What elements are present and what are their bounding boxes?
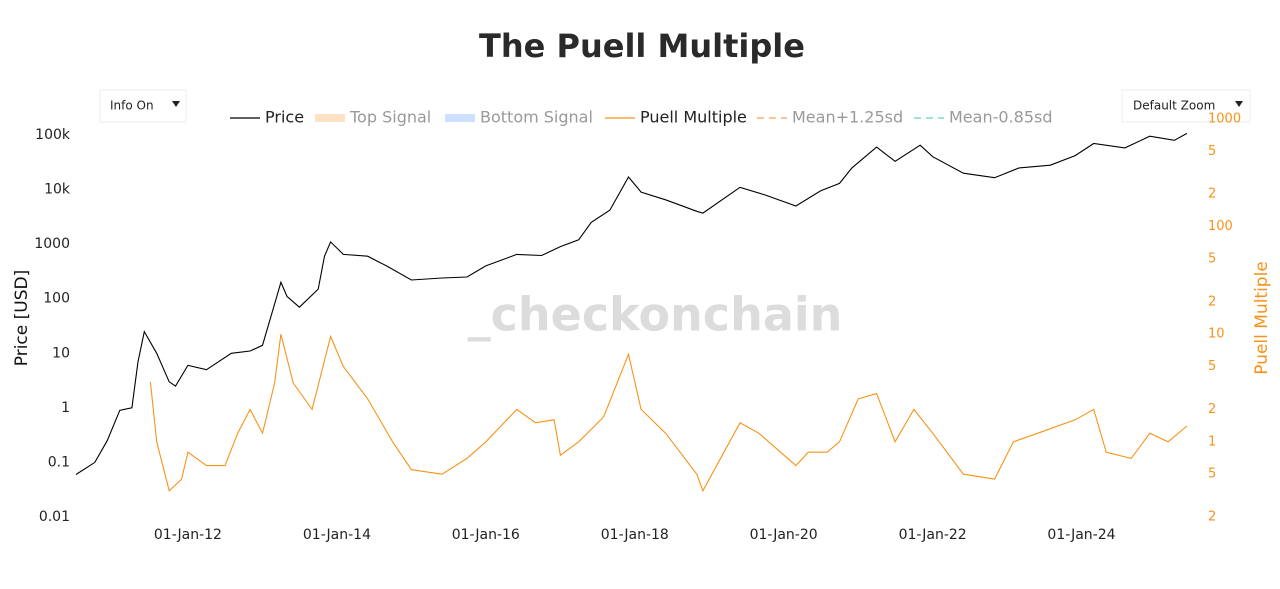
y2-tick-label: 2 (1208, 294, 1216, 309)
legend-swatch (315, 114, 345, 122)
legend-item[interactable]: Top Signal (315, 108, 431, 127)
y2-tick-label: 10 (1208, 327, 1225, 342)
y2-tick-label: 2 (1208, 187, 1216, 202)
legend-item[interactable]: Puell Multiple (605, 108, 747, 127)
legend-item[interactable]: Mean-0.85sd (914, 108, 1052, 127)
legend-item[interactable]: Mean+1.25sd (757, 108, 903, 127)
y-tick-label: 100 (43, 291, 70, 307)
dropdown-arrow[interactable] (1235, 101, 1243, 107)
y2-tick-label: 5 (1208, 144, 1216, 159)
y2-tick-label: 2 (1208, 509, 1216, 524)
x-tick-label: 01-Jan-24 (1047, 527, 1115, 543)
y2-tick-label: 2 (1208, 402, 1216, 417)
x-tick-label: 01-Jan-12 (154, 527, 222, 543)
x-tick-label: 01-Jan-16 (452, 527, 520, 543)
legend-item[interactable]: Bottom Signal (445, 108, 593, 127)
legend-label: Mean+1.25sd (792, 108, 903, 127)
y2-axis-title: Puell Multiple (1252, 261, 1272, 375)
y-tick-label: 1 (61, 400, 70, 416)
y-tick-label: 100k (35, 127, 71, 143)
y-tick-label: 10k (44, 182, 71, 198)
dropdown-label[interactable]: Info On (110, 99, 154, 113)
y2-tick-label: 100 (1208, 219, 1233, 234)
series-line (75, 132, 1188, 475)
chart-title: The Puell Multiple (479, 27, 805, 65)
dropdown-box[interactable] (99, 89, 187, 123)
dropdown[interactable]: Info On (99, 89, 187, 123)
y-tick-label: 1000 (34, 236, 70, 252)
y-tick-label: 0.1 (48, 454, 70, 470)
y-tick-label: 0.01 (39, 509, 70, 525)
x-tick-label: 01-Jan-18 (601, 527, 669, 543)
legend-item[interactable]: Price (230, 108, 304, 127)
x-tick-label: 01-Jan-14 (303, 527, 371, 543)
dropdown-arrow[interactable] (172, 101, 180, 107)
legend-swatch (445, 114, 475, 122)
series-line (149, 334, 1188, 493)
x-tick-label: 01-Jan-20 (750, 527, 818, 543)
y2-tick-label: 5 (1208, 251, 1216, 266)
dropdown-box[interactable] (1121, 89, 1251, 123)
y-tick-label: 10 (52, 345, 70, 361)
legend-label: Top Signal (349, 108, 431, 127)
x-tick-label: 01-Jan-22 (899, 527, 967, 543)
y-axis-title: Price [USD] (12, 270, 32, 366)
dropdown-label[interactable]: Default Zoom (1133, 99, 1215, 113)
y2-tick-label: 5 (1208, 359, 1216, 374)
watermark: _checkonchain (468, 288, 843, 342)
y2-tick-label: 1 (1208, 434, 1216, 449)
legend-label: Bottom Signal (480, 108, 593, 127)
legend-label: Mean-0.85sd (949, 108, 1052, 127)
y2-tick-label: 5 (1208, 467, 1216, 482)
y2-tick-label: 1000 (1208, 111, 1241, 126)
dropdown[interactable]: Default Zoom (1121, 89, 1251, 123)
legend-label: Price (265, 108, 304, 127)
legend-label: Puell Multiple (640, 108, 747, 127)
